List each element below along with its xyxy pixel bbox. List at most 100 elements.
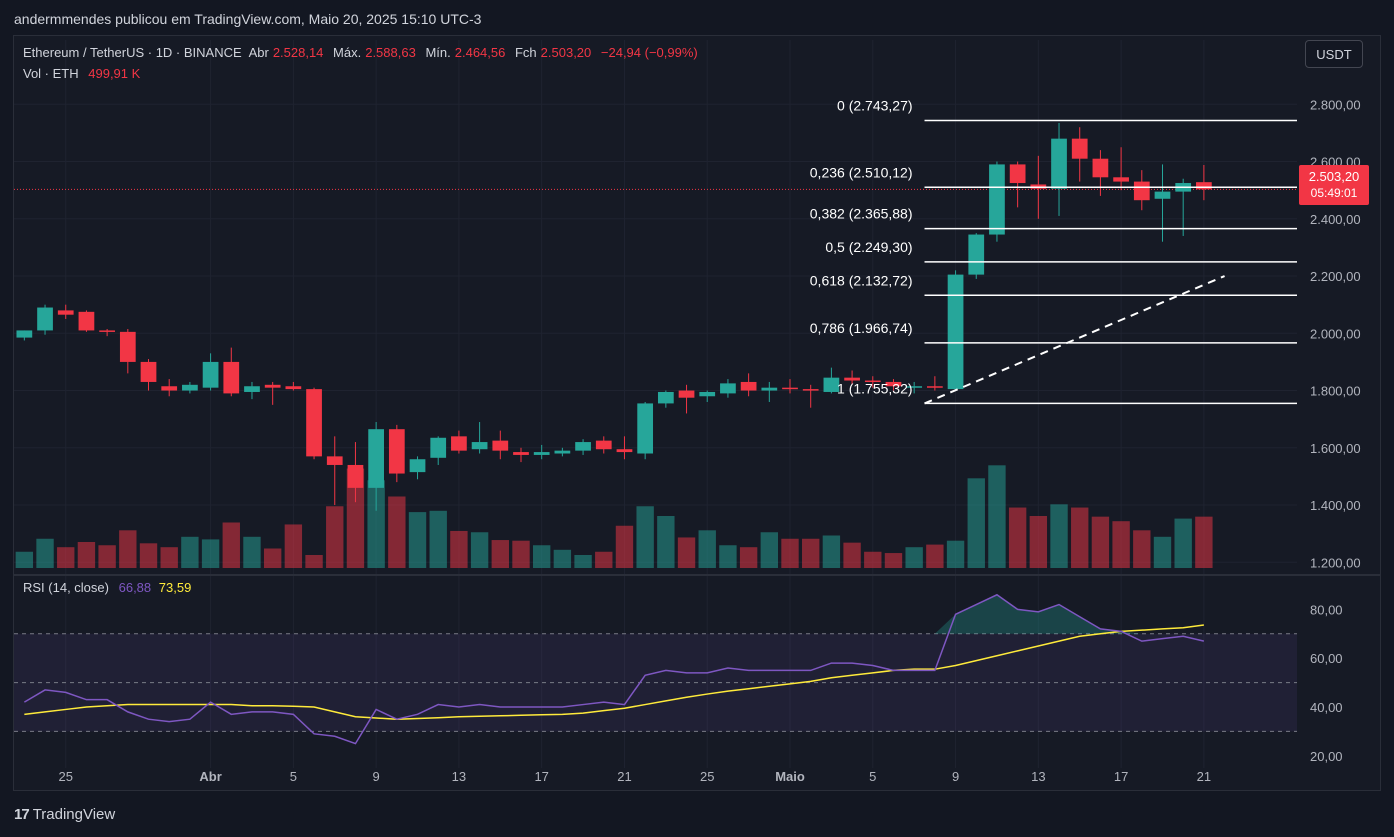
- candle-body: [1051, 138, 1067, 189]
- volume-bar: [1133, 530, 1151, 568]
- volume-bar: [988, 465, 1006, 568]
- volume-bar: [222, 522, 240, 568]
- time-tick-label: 9: [373, 769, 380, 784]
- volume-bar: [470, 532, 489, 568]
- price-tick-label: 1.800,00: [1310, 384, 1361, 399]
- candle-body: [1196, 182, 1212, 190]
- time-tick-label: 9: [952, 769, 959, 784]
- candle-body: [513, 452, 529, 455]
- volume-bar: [263, 548, 282, 568]
- volume-bar: [305, 555, 323, 568]
- currency-button[interactable]: USDT: [1305, 40, 1363, 68]
- last-price-tag: 2.503,20 05:49:01: [1299, 165, 1369, 205]
- rsi-overbought-fill: [24, 594, 1204, 634]
- candle-body: [244, 386, 260, 392]
- candle-body: [182, 384, 198, 391]
- volume-bar: [1153, 536, 1172, 568]
- fib-level-label: 0,5 (2.249,30): [825, 239, 912, 255]
- volume-bar: [1029, 516, 1048, 568]
- rsi-tick-label: 20,00: [1310, 749, 1343, 764]
- price-tick-label: 2.000,00: [1310, 326, 1361, 341]
- volume-bar: [719, 545, 737, 568]
- candle-body: [533, 452, 550, 455]
- candle-body: [451, 436, 467, 451]
- rsi-ma-value: 73,59: [158, 580, 192, 595]
- volume-bar: [677, 537, 696, 568]
- time-tick-label: 5: [290, 769, 297, 784]
- candle-body: [595, 440, 612, 450]
- candle-body: [140, 361, 157, 382]
- fib-level-label: 1 (1.755,32): [837, 380, 913, 396]
- candle-body: [761, 387, 778, 391]
- volume-bar: [326, 506, 344, 568]
- fib-level-label: 0,236 (2.510,12): [810, 164, 913, 180]
- candle-body: [802, 389, 819, 391]
- candle-body: [616, 449, 633, 453]
- volume-bar: [181, 536, 199, 568]
- time-tick-label: 25: [700, 769, 714, 784]
- time-tick-label: 17: [1114, 769, 1128, 784]
- ohlc-legend: Ethereum / TetherUS · 1D · BINANCE Abr 2.…: [23, 45, 704, 60]
- volume-bar: [450, 530, 468, 568]
- time-tick-label: 5: [869, 769, 876, 784]
- time-tick-label: 25: [58, 769, 72, 784]
- time-tick-label: 21: [617, 769, 631, 784]
- volume-bar: [781, 538, 799, 568]
- candle-body: [1133, 181, 1150, 201]
- candle-body: [388, 429, 405, 474]
- volume-bar: [367, 480, 385, 568]
- chart-frame: [13, 35, 1381, 791]
- symbol-label[interactable]: Ethereum / TetherUS · 1D · BINANCE: [23, 45, 242, 60]
- fib-trendline: [924, 275, 1225, 405]
- volume-bar: [553, 549, 572, 568]
- volume-bar: [967, 478, 985, 568]
- candle-body: [492, 440, 509, 451]
- time-tick-label: 13: [1031, 769, 1045, 784]
- candle-body: [740, 381, 757, 391]
- rsi-line: [23, 593, 1205, 745]
- volume-bar: [119, 530, 137, 568]
- candle-body: [471, 442, 488, 450]
- volume-legend: Vol · ETH 499,91 K: [23, 66, 140, 81]
- rsi-tick-label: 60,00: [1310, 651, 1343, 666]
- candle-body: [99, 330, 115, 332]
- volume-bar: [201, 539, 220, 568]
- volume-value: 499,91 K: [88, 66, 141, 81]
- low-value: 2.464,56: [454, 45, 506, 60]
- volume-bar: [1195, 516, 1213, 568]
- volume-bar: [843, 542, 861, 568]
- price-tick-label: 1.200,00: [1310, 555, 1361, 570]
- candle-body: [223, 361, 240, 394]
- tradingview-logo-icon: 17: [14, 806, 30, 823]
- volume-bar: [388, 496, 406, 568]
- volume-bar: [1071, 507, 1089, 568]
- volume-bar: [864, 551, 882, 568]
- candle-body: [554, 450, 571, 454]
- rsi-value: 66,88: [118, 580, 152, 595]
- volume-bar: [408, 512, 427, 568]
- candle-body: [657, 391, 674, 404]
- fib-level-label: 0,786 (1.966,74): [810, 320, 913, 336]
- volume-bar: [884, 553, 903, 568]
- volume-bar: [657, 516, 675, 568]
- candle-body: [823, 377, 840, 392]
- price-tick-label: 1.600,00: [1310, 441, 1361, 456]
- rsi-legend: RSI (14, close) 66,88 73,59: [23, 580, 191, 595]
- volume-bar: [243, 536, 261, 568]
- volume-bar: [946, 540, 965, 568]
- candle-body: [968, 234, 985, 275]
- volume-bar: [77, 542, 96, 568]
- candle-body: [575, 442, 591, 451]
- fib-level-label: 0 (2.743,27): [837, 98, 913, 114]
- close-value: 2.503,20: [540, 45, 592, 60]
- rsi-label[interactable]: RSI (14, close): [23, 580, 109, 595]
- footer-brand[interactable]: 17 TradingView: [14, 806, 115, 823]
- volume-bar: [429, 510, 447, 568]
- volume-bar: [615, 525, 634, 568]
- candle-body: [326, 456, 343, 465]
- volume-bar: [574, 555, 592, 568]
- candle-body: [430, 437, 447, 458]
- high-label: Máx.: [333, 45, 362, 60]
- volume-bar: [636, 506, 654, 568]
